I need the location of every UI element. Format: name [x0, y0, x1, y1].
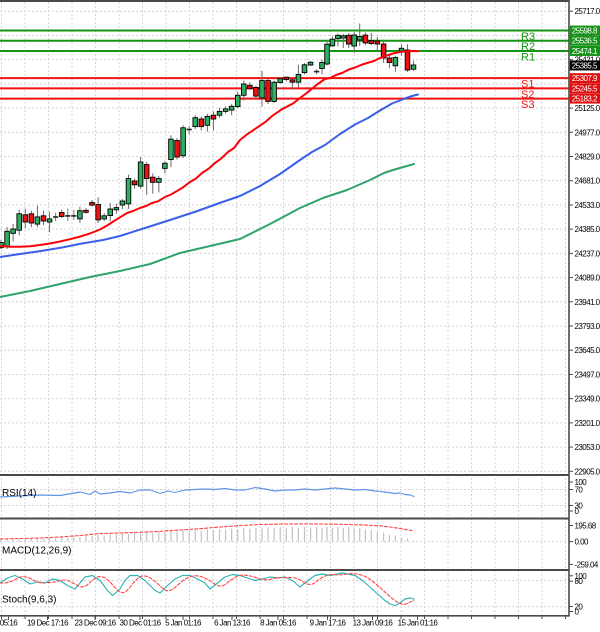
svg-text:15 Jan 01:16: 15 Jan 01:16 [398, 619, 439, 628]
svg-text:24237.0: 24237.0 [575, 249, 600, 258]
svg-text:25307.9: 25307.9 [572, 74, 598, 83]
svg-text:25245.5: 25245.5 [572, 84, 598, 93]
svg-text:30: 30 [575, 502, 584, 511]
svg-text:24385.0: 24385.0 [575, 225, 600, 234]
svg-text:6 Jan 13:16: 6 Jan 13:16 [214, 619, 251, 628]
svg-text:23201.0: 23201.0 [575, 419, 600, 428]
svg-text:S1: S1 [521, 79, 534, 91]
svg-text:70: 70 [575, 486, 584, 495]
svg-text:25421.0: 25421.0 [575, 56, 600, 65]
svg-text:23349.0: 23349.0 [575, 395, 600, 404]
svg-text:100: 100 [575, 478, 588, 487]
svg-text:23645.0: 23645.0 [575, 346, 600, 355]
svg-text:13 Jan 09:16: 13 Jan 09:16 [353, 619, 394, 628]
svg-text:0: 0 [575, 507, 580, 516]
svg-text:23793.0: 23793.0 [575, 322, 600, 331]
svg-text:9 Jan 17:16: 9 Jan 17:16 [310, 619, 347, 628]
svg-text:R2: R2 [521, 41, 535, 53]
svg-text:8 Jan 05:16: 8 Jan 05:16 [260, 619, 297, 628]
svg-text:25474.1: 25474.1 [572, 47, 598, 56]
svg-text:25536.5: 25536.5 [572, 37, 598, 46]
svg-text:25598.8: 25598.8 [572, 27, 598, 36]
svg-text:0: 0 [575, 608, 580, 617]
svg-text:23941.0: 23941.0 [575, 298, 600, 307]
svg-text:0.00: 0.00 [575, 538, 589, 547]
svg-text:24681.0: 24681.0 [575, 177, 600, 186]
svg-text:30 Dec 01:16: 30 Dec 01:16 [120, 619, 162, 628]
svg-text:-259.04: -259.04 [575, 560, 599, 569]
svg-text:25717.0: 25717.0 [575, 7, 600, 16]
svg-text:23 Dec 09:16: 23 Dec 09:16 [75, 619, 117, 628]
svg-text:24533.0: 24533.0 [575, 201, 600, 210]
svg-text:100: 100 [575, 572, 588, 581]
svg-text:195.68: 195.68 [575, 522, 597, 531]
svg-text:23497.0: 23497.0 [575, 370, 600, 379]
svg-text:80: 80 [575, 577, 584, 586]
svg-text:05:16: 05:16 [0, 619, 18, 628]
svg-text:24977.0: 24977.0 [575, 128, 600, 137]
svg-text:23053.0: 23053.0 [575, 443, 600, 452]
svg-text:25385.5: 25385.5 [572, 61, 598, 70]
svg-text:19 Dec 17:16: 19 Dec 17:16 [27, 619, 69, 628]
svg-text:24829.0: 24829.0 [575, 153, 600, 162]
svg-text:R3: R3 [521, 31, 535, 43]
svg-text:5 Jan 01:16: 5 Jan 01:16 [165, 619, 202, 628]
svg-text:S2: S2 [521, 89, 534, 101]
svg-text:S3: S3 [521, 99, 534, 111]
svg-text:22905.0: 22905.0 [575, 467, 600, 476]
svg-text:Stoch(9,6,3): Stoch(9,6,3) [2, 595, 56, 606]
svg-text:20: 20 [575, 603, 584, 612]
svg-text:RSI(14): RSI(14) [2, 488, 36, 499]
svg-text:R1: R1 [521, 51, 535, 63]
svg-text:25183.2: 25183.2 [572, 95, 598, 104]
svg-text:25125.0: 25125.0 [575, 104, 600, 113]
svg-text:24089.0: 24089.0 [575, 274, 600, 283]
svg-text:MACD(12,26,9): MACD(12,26,9) [2, 546, 71, 557]
